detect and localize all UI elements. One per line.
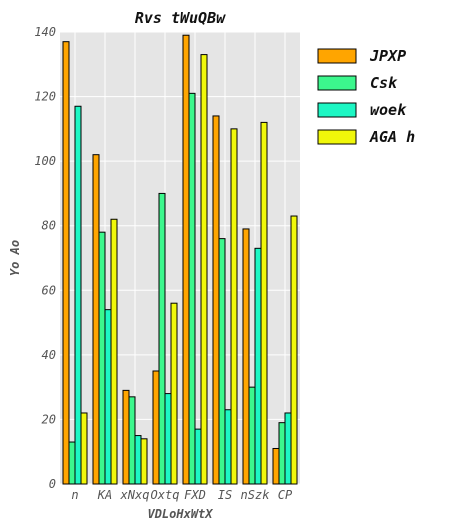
bar-Csk-IS	[218, 238, 226, 485]
bar-AGA-h-CP	[290, 215, 298, 485]
y-tick-label: 40	[42, 348, 56, 362]
y-tick-label: 100	[34, 154, 56, 168]
bar-JPXP-Oxtq	[152, 370, 160, 485]
y-tick-labels: 0 20 40 60 80 100 120 140	[34, 25, 56, 491]
y-tick-label: 0	[49, 477, 56, 491]
bar-Csk-Oxtq	[158, 192, 166, 485]
legend-label: JPXP	[369, 47, 406, 65]
bar-AGA-h-xNxq	[140, 438, 148, 485]
legend-swatch	[317, 75, 357, 91]
y-tick-label: 140	[34, 25, 56, 39]
bar-AGA-h-nSzk	[260, 121, 268, 485]
bar-woek-KA	[104, 309, 112, 485]
bar-Csk-FXD	[188, 92, 196, 485]
bar-woek-n	[74, 105, 82, 485]
bar-AGA-h-Oxtq	[170, 302, 178, 485]
bar-Csk-n	[68, 441, 76, 485]
bar-JPXP-xNxq	[122, 389, 130, 485]
y-tick-label: 60	[42, 283, 56, 297]
bar-AGA-h-FXD	[200, 54, 208, 485]
x-tick-label: Oxtq	[151, 488, 180, 502]
y-tick-label: 120	[34, 90, 56, 104]
x-tick-labels: n KA xNxq Oxtq FXD IS nSzk CP	[71, 488, 293, 502]
bar-Csk-CP	[278, 422, 286, 485]
bar-JPXP-KA	[92, 154, 100, 485]
legend-swatch	[317, 102, 357, 118]
x-tick-label: n	[71, 488, 78, 502]
bar-woek-FXD	[194, 428, 202, 485]
bar-woek-IS	[224, 409, 232, 485]
bar-Csk-nSzk	[248, 386, 256, 485]
x-tick-label: nSzk	[241, 488, 271, 502]
bar-woek-xNxq	[134, 435, 142, 485]
legend-swatch	[317, 48, 357, 64]
y-tick-label: 20	[42, 412, 56, 426]
bar-woek-nSzk	[254, 247, 262, 485]
bar-JPXP-nSzk	[242, 228, 250, 485]
y-axis-label: Yo Ao	[8, 240, 22, 276]
bar-JPXP-CP	[272, 447, 280, 485]
y-tick-label: 80	[42, 219, 56, 233]
bar-JPXP-IS	[212, 115, 220, 485]
legend-label: woek	[370, 101, 407, 119]
chart-title: Rvs tWuQBw	[135, 9, 226, 27]
legend-swatch	[317, 129, 357, 145]
legend: JPXP Csk woek AGA h	[317, 47, 415, 146]
legend-label: AGA h	[369, 128, 415, 146]
x-tick-label: FXD	[184, 488, 206, 502]
x-axis-label: VDLoHxWtX	[147, 507, 213, 521]
bar-AGA-h-KA	[110, 218, 118, 485]
bar-JPXP-FXD	[182, 34, 190, 485]
x-tick-label: IS	[218, 488, 232, 502]
x-tick-label: CP	[278, 488, 293, 502]
x-tick-label: xNxq	[120, 488, 150, 502]
bar-Csk-KA	[98, 231, 106, 485]
bar-JPXP-n	[62, 41, 70, 485]
bar-AGA-h-n	[80, 412, 88, 485]
legend-label: Csk	[370, 74, 398, 92]
bar-woek-Oxtq	[164, 393, 172, 485]
bar-woek-CP	[284, 412, 292, 485]
bars	[62, 34, 298, 485]
bar-Csk-xNxq	[128, 396, 136, 485]
bar-AGA-h-IS	[230, 128, 238, 485]
x-tick-label: KA	[97, 488, 112, 502]
